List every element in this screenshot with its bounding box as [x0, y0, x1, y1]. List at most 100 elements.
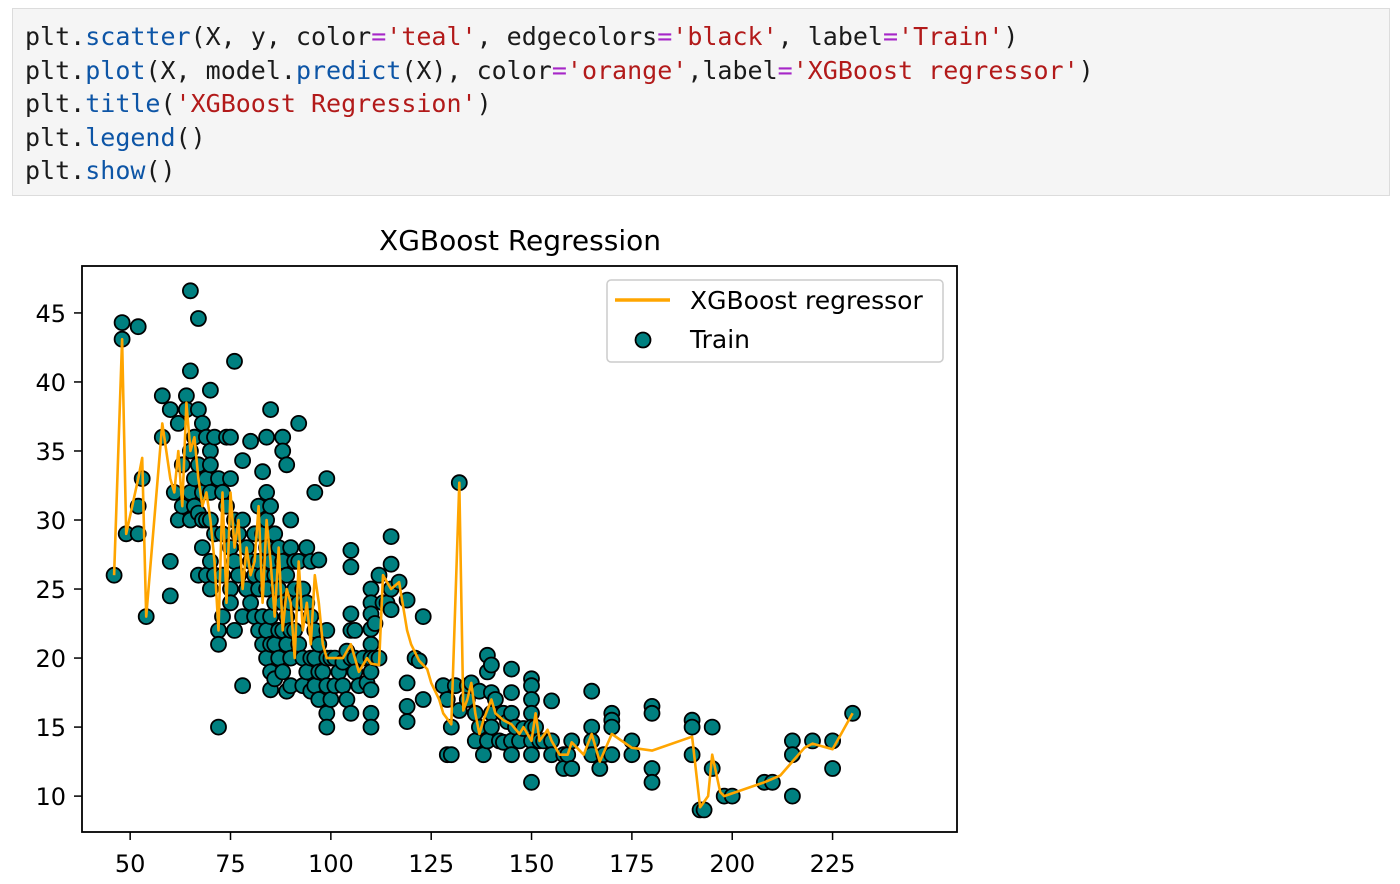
train-point	[181, 282, 199, 300]
code-line: plt.show()	[25, 154, 1389, 188]
train-point	[193, 414, 211, 432]
code-token: legend	[85, 122, 176, 152]
train-point	[189, 310, 207, 327]
train-point	[290, 414, 308, 432]
train-point	[274, 428, 292, 446]
plot-frame	[81, 265, 958, 833]
code-token: ()	[175, 122, 206, 152]
code-token: 'orange'	[566, 55, 688, 85]
train-point	[258, 428, 276, 446]
train-point	[318, 470, 336, 488]
code-token: , label	[777, 22, 883, 51]
code-token: 'XGBoost Regression'	[175, 89, 477, 118]
code-token: plot	[85, 55, 146, 85]
xgboost-prediction-line	[112, 337, 854, 809]
x-tick-label: 125	[408, 850, 454, 878]
code-token: =	[777, 55, 793, 85]
train-point	[210, 635, 227, 653]
train-point	[382, 601, 400, 619]
train-point	[523, 746, 540, 764]
train-point	[503, 704, 520, 722]
code-token: 'black'	[672, 22, 778, 51]
train-point	[824, 760, 841, 777]
x-tick-label: 225	[810, 850, 856, 878]
y-tick-label: 45	[35, 300, 66, 328]
train-point	[310, 551, 328, 569]
train-point	[242, 432, 260, 450]
train-point	[274, 663, 292, 681]
train-point	[683, 718, 701, 736]
code-token: (X, model.	[145, 55, 296, 85]
train-point	[474, 746, 492, 764]
train-point	[177, 387, 195, 405]
code-token: predict	[295, 55, 402, 85]
code-token: (	[160, 89, 176, 118]
code-line: plt.scatter(X, y, color='teal', edgecolo…	[25, 20, 1389, 54]
code-line: plt.legend()	[25, 121, 1389, 155]
legend-label-train: Train	[689, 325, 750, 354]
x-tick-label: 175	[609, 850, 655, 878]
code-token: 'teal'	[386, 22, 477, 51]
y-tick-label: 35	[35, 438, 66, 466]
train-point	[398, 713, 416, 731]
train-point	[382, 555, 400, 573]
train-point	[583, 682, 601, 700]
train-point	[129, 318, 147, 336]
code-token: 'Train'	[898, 22, 1004, 51]
code-token: (X, y, color	[190, 22, 372, 51]
code-token: )	[1003, 22, 1019, 51]
code-token: 'XGBoost regressor'	[792, 55, 1079, 85]
train-point	[342, 558, 360, 576]
legend: XGBoost regressor Train	[606, 279, 944, 363]
train-point	[161, 401, 179, 419]
y-tick-label: 40	[35, 369, 66, 397]
train-point	[398, 674, 416, 692]
train-point	[226, 352, 243, 370]
code-token: plt.	[25, 22, 86, 51]
train-point	[482, 718, 500, 736]
train-point	[503, 746, 520, 764]
train-point	[129, 497, 147, 515]
code-token: )	[1078, 55, 1094, 85]
train-point	[523, 773, 540, 791]
x-tick-label: 150	[509, 850, 555, 878]
code-token: =	[371, 22, 387, 51]
train-point	[784, 787, 801, 805]
train-point	[362, 635, 380, 653]
train-point	[362, 704, 380, 722]
train-point	[153, 387, 171, 405]
code-line: plt.title('XGBoost Regression')	[25, 87, 1389, 121]
y-tick-label: 20	[35, 645, 66, 673]
train-point	[222, 428, 239, 446]
train-point	[318, 704, 336, 722]
legend-box	[606, 279, 944, 363]
x-tick-label: 50	[115, 850, 146, 878]
train-point	[362, 580, 380, 598]
code-cell[interactable]: plt.scatter(X, y, color='teal', edgecolo…	[12, 8, 1390, 196]
y-tick-label: 25	[35, 576, 66, 604]
train-point	[523, 677, 540, 695]
train-point	[274, 442, 292, 460]
scatter-plot: XGBoost Regression 50 75 100 125 150 175 200 22…	[35, 224, 958, 878]
train-point	[523, 691, 540, 708]
code-token: plt.	[25, 156, 86, 185]
train-point	[703, 718, 721, 736]
code-token: (X), color	[401, 55, 552, 85]
train-point	[282, 511, 300, 529]
train-point	[262, 401, 280, 419]
code-token: ,label	[687, 55, 778, 85]
train-point	[414, 691, 432, 708]
prediction-line	[112, 337, 854, 809]
code-token: ()	[145, 156, 176, 185]
code-token: title	[85, 89, 161, 118]
legend-point-swatch	[634, 331, 652, 349]
train-point	[346, 621, 364, 639]
train-point	[201, 456, 219, 474]
code-token: show	[85, 156, 146, 185]
code-token: plt.	[25, 122, 86, 152]
axis-ticks: 50 75 100 125 150 175 200 225 10 15 20 25 30 35 40 45	[35, 300, 855, 878]
train-point	[334, 677, 352, 695]
code-token: =	[657, 22, 673, 51]
train-point	[603, 746, 621, 764]
train-point	[234, 677, 252, 695]
